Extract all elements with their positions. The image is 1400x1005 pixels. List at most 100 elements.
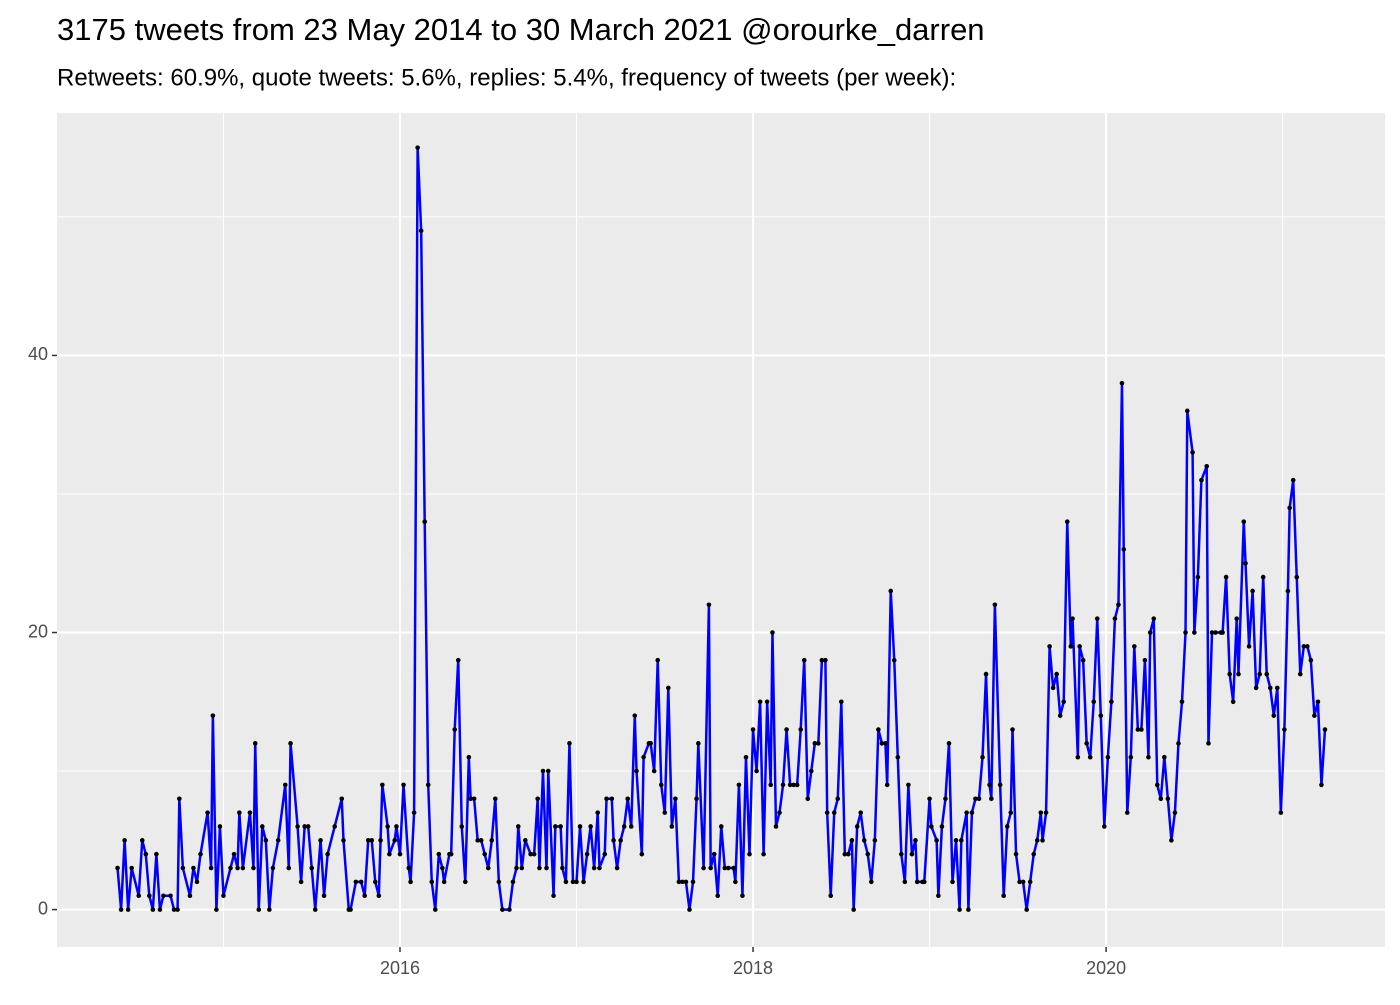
data-point	[217, 824, 223, 829]
data-point	[750, 727, 756, 732]
data-point	[471, 796, 477, 802]
data-point	[957, 907, 962, 912]
data-point	[1223, 574, 1229, 580]
data-point	[397, 851, 403, 857]
data-point	[662, 810, 668, 815]
data-point	[1169, 838, 1174, 843]
data-point	[761, 851, 766, 857]
data-point	[913, 838, 918, 843]
data-point	[764, 699, 770, 705]
data-point	[823, 657, 828, 663]
data-point	[392, 838, 397, 843]
data-point	[191, 865, 196, 871]
data-point	[493, 796, 498, 802]
data-point	[312, 907, 318, 912]
data-point	[768, 782, 773, 788]
data-point	[267, 907, 272, 912]
data-point	[1192, 630, 1197, 635]
data-point	[715, 893, 721, 899]
data-point	[1102, 824, 1107, 829]
data-point	[482, 851, 488, 857]
data-point	[1267, 685, 1273, 691]
data-point	[614, 865, 620, 871]
data-point	[899, 851, 904, 857]
data-point	[1294, 574, 1300, 580]
data-point	[214, 907, 219, 912]
data-point	[791, 782, 796, 788]
data-point	[136, 893, 142, 899]
data-point	[909, 851, 915, 857]
data-point	[648, 741, 653, 746]
data-point	[722, 865, 728, 871]
data-point	[500, 907, 505, 912]
data-point	[309, 865, 315, 871]
data-point	[171, 907, 177, 912]
data-point	[1124, 810, 1130, 815]
data-point	[1322, 727, 1328, 732]
data-point	[1260, 574, 1266, 580]
data-point	[507, 907, 512, 912]
data-point	[1064, 519, 1070, 524]
data-point	[385, 824, 390, 829]
data-point	[927, 796, 932, 802]
data-point	[515, 824, 521, 829]
data-point	[711, 851, 717, 857]
data-point	[378, 838, 383, 843]
data-point	[577, 824, 583, 829]
data-point	[581, 879, 586, 885]
data-point	[1227, 671, 1232, 677]
data-point	[736, 782, 742, 788]
data-point	[588, 824, 593, 829]
data-point	[1080, 657, 1086, 663]
data-point	[1287, 505, 1292, 511]
data-point	[777, 810, 782, 815]
data-point	[1112, 616, 1118, 621]
data-point	[687, 907, 692, 912]
data-point	[321, 893, 327, 899]
data-point	[591, 865, 597, 871]
data-point	[770, 630, 775, 635]
data-point	[865, 851, 871, 857]
data-point	[468, 796, 473, 802]
data-point	[180, 865, 186, 871]
data-point	[358, 879, 364, 885]
data-point	[731, 865, 736, 871]
data-point	[676, 879, 682, 885]
data-point	[1176, 741, 1181, 746]
data-point	[1084, 741, 1089, 746]
data-point	[205, 810, 210, 815]
data-point	[609, 796, 615, 802]
data-point	[997, 782, 1003, 788]
data-point	[485, 865, 491, 871]
data-point	[959, 838, 964, 843]
data-point	[228, 865, 233, 871]
data-point	[950, 879, 955, 885]
data-point	[1236, 671, 1241, 677]
data-point	[625, 796, 631, 802]
data-point	[1278, 810, 1284, 815]
data-point	[348, 907, 353, 912]
data-point	[1271, 713, 1277, 718]
data-point	[854, 824, 860, 829]
data-point	[318, 838, 323, 843]
data-point	[1253, 685, 1259, 691]
data-point	[1142, 657, 1148, 663]
data-point	[372, 879, 378, 885]
data-point	[1190, 450, 1195, 455]
data-point	[1047, 644, 1052, 649]
data-point	[1209, 630, 1215, 635]
data-point	[510, 879, 516, 885]
data-point	[1290, 477, 1296, 483]
data-point	[1246, 644, 1252, 649]
data-point	[831, 810, 837, 815]
data-point	[740, 893, 745, 899]
data-point	[992, 602, 998, 608]
data-point	[574, 879, 579, 885]
x-tick-label: 2018	[733, 958, 773, 978]
y-tick-label: 0	[38, 898, 48, 918]
data-point	[651, 768, 657, 774]
data-point	[628, 824, 634, 829]
data-point	[115, 865, 120, 871]
data-point	[969, 810, 975, 815]
data-point	[1050, 685, 1056, 691]
